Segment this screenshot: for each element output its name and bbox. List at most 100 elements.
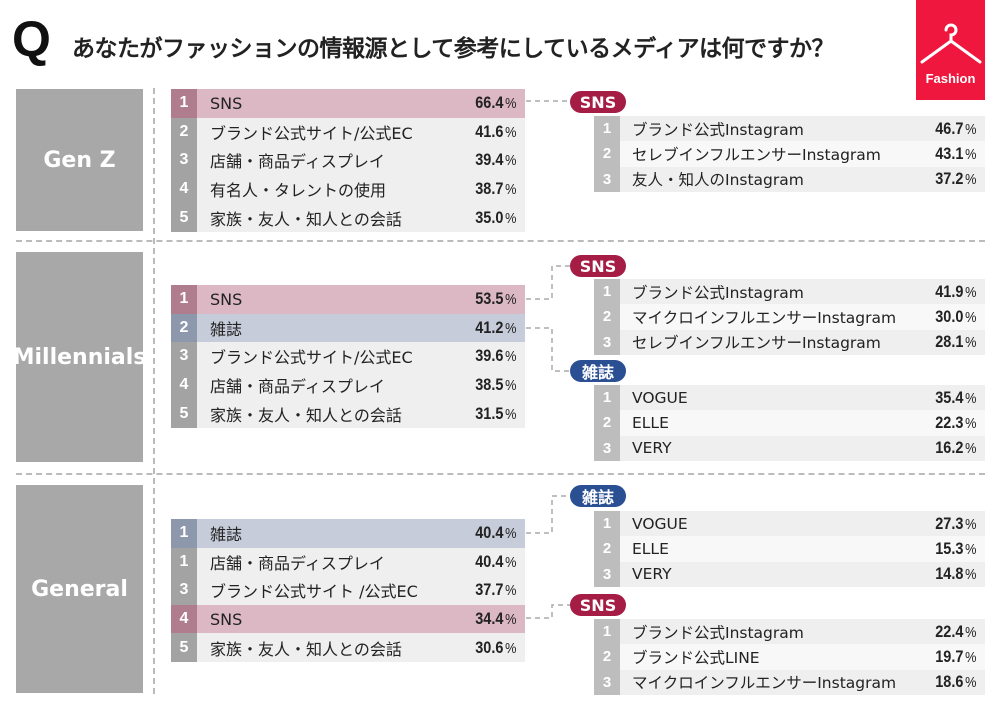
detail-row: 3 VERY 16.2% [594,435,985,461]
connector-line [526,604,570,619]
rank-number: 3 [594,166,620,192]
percent-unit: % [504,152,516,170]
percentage: 28.1% [935,332,976,352]
item-name: 有名人・タレントの使用 [210,181,387,201]
item-name: セレブインフルエンサーInstagram [632,334,881,353]
ranking-row: 1 店舗・商品ディスプレイ 40.4% [171,547,525,577]
connector-line [526,327,570,372]
rank-number: 2 [594,644,620,670]
item-name: ブランド公式Instagram [632,283,804,302]
percent-unit: % [964,674,976,692]
percentage-value: 66.4 [474,93,503,113]
percent-unit: % [964,414,976,432]
percentage-value: 35.4 [934,387,963,407]
percentage-value: 41.9 [934,281,963,301]
ranking-table: 1 雑誌 40.4% 1 店舗・商品ディスプレイ 40.4% 3 ブランド公式サイト /公式E… [171,519,525,662]
detail-row: 2 ELLE 22.3% [594,410,985,436]
section-divider [16,240,985,242]
item-name: VOGUE [632,388,688,407]
ranking-row: 2 雑誌 41.2% [171,313,525,343]
item-name: 友人・知人のInstagram [632,171,804,190]
rank-number: 2 [594,536,620,562]
percent-unit: % [964,623,976,641]
ranking-row: 3 ブランド公式サイト /公式EC 37.7% [171,576,525,605]
hanger-icon [920,23,982,64]
ranking-row: 2 ブランド公式サイト/公式EC 41.6% [171,117,525,147]
percent-unit: % [504,639,516,657]
item-name: 家族・友人・知人との会話 [210,639,402,659]
percentage-value: 22.4 [934,621,963,641]
rank-number: 3 [171,146,197,175]
item-name: 店舗・商品ディスプレイ [210,553,385,573]
category-tag-magazine: 雑誌 [570,485,626,507]
detail-row: 2 ELLE 15.3% [594,536,985,562]
percentage: 41.9% [935,282,976,302]
percentage-value: 34.4 [474,609,503,629]
percentage-value: 37.7 [474,580,503,600]
ranking-row: 1 SNS 53.5% [171,285,525,314]
percent-unit: % [964,171,976,189]
percentage-value: 30.0 [934,306,963,326]
question-title: あなたがファッションの情報源として参考にしているメディアは何ですか？ [72,36,835,62]
percentage: 40.4% [475,552,516,572]
item-name: VOGUE [632,514,688,533]
segment-label-general: General [16,485,143,693]
detail-table: 1 ブランド公式Instagram 46.7% 2 セレブインフルエンサーInstagr… [594,116,985,192]
detail-table: 1 ブランド公式Instagram 41.9% 2 マイクロインフルエンサーInstag… [594,279,985,355]
percent-unit: % [504,525,516,543]
question-mark-q: Q [12,11,51,67]
percent-unit: % [964,145,976,163]
percent-unit: % [964,389,976,407]
percent-unit: % [504,611,516,629]
percent-unit: % [964,334,976,352]
percentage-value: 46.7 [934,118,963,138]
rank-number: 4 [171,174,197,204]
segment-label-millennials: Millennials [13,252,146,462]
item-name: ブランド公式Instagram [632,623,804,642]
item-name: 店舗・商品ディスプレイ [210,377,385,397]
percentage-value: 15.3 [934,538,963,558]
percentage: 35.4% [935,388,976,408]
item-name: セレブインフルエンサーInstagram [632,145,881,164]
item-name: 家族・友人・知人との会話 [210,405,402,425]
percent-unit: % [504,553,516,571]
percentage: 31.5% [475,404,516,424]
rank-number: 3 [171,576,197,605]
section-divider [16,473,985,475]
percentage-value: 39.6 [474,346,503,366]
percentage: 18.6% [935,672,976,692]
percentage-value: 41.2 [474,317,503,337]
detail-row: 1 ブランド公式Instagram 22.4% [594,619,985,645]
rank-number: 5 [171,399,197,428]
rank-number: 1 [594,619,620,645]
detail-table: 1 ブランド公式Instagram 22.4% 2 ブランド公式LINE 19.7% 3 マイ… [594,619,985,695]
percent-unit: % [964,515,976,533]
rank-number: 2 [594,141,620,167]
segment-label-gen-z: Gen Z [16,89,143,231]
rank-number: 1 [594,279,620,305]
percentage: 43.1% [935,144,976,164]
percent-unit: % [504,348,516,366]
item-name: SNS [210,289,243,309]
fashion-badge: Fashion [916,0,985,100]
rank-number: 4 [171,604,197,634]
connector-line [526,265,570,300]
percent-unit: % [504,181,516,199]
percent-unit: % [964,120,976,138]
ranking-table: 1 SNS 53.5% 2 雑誌 41.2% 3 ブランド公式サイト/公式EC 39.6% 4 店舗… [171,285,525,428]
category-tag-sns: SNS [570,594,626,616]
percentage: 37.7% [475,580,516,600]
percentage: 30.6% [475,638,516,658]
percentage: 14.8% [935,564,976,584]
item-name: ブランド公式Instagram [632,120,804,139]
percentage: 27.3% [935,514,976,534]
percentage: 19.7% [935,647,976,667]
detail-row: 1 ブランド公式Instagram 41.9% [594,279,985,305]
item-name: ブランド公式LINE [632,648,760,667]
ranking-row: 4 店舗・商品ディスプレイ 38.5% [171,370,525,400]
percentage-value: 30.6 [474,637,503,657]
rank-number: 5 [171,633,197,662]
percentage: 40.4% [475,523,516,543]
percent-unit: % [964,308,976,326]
